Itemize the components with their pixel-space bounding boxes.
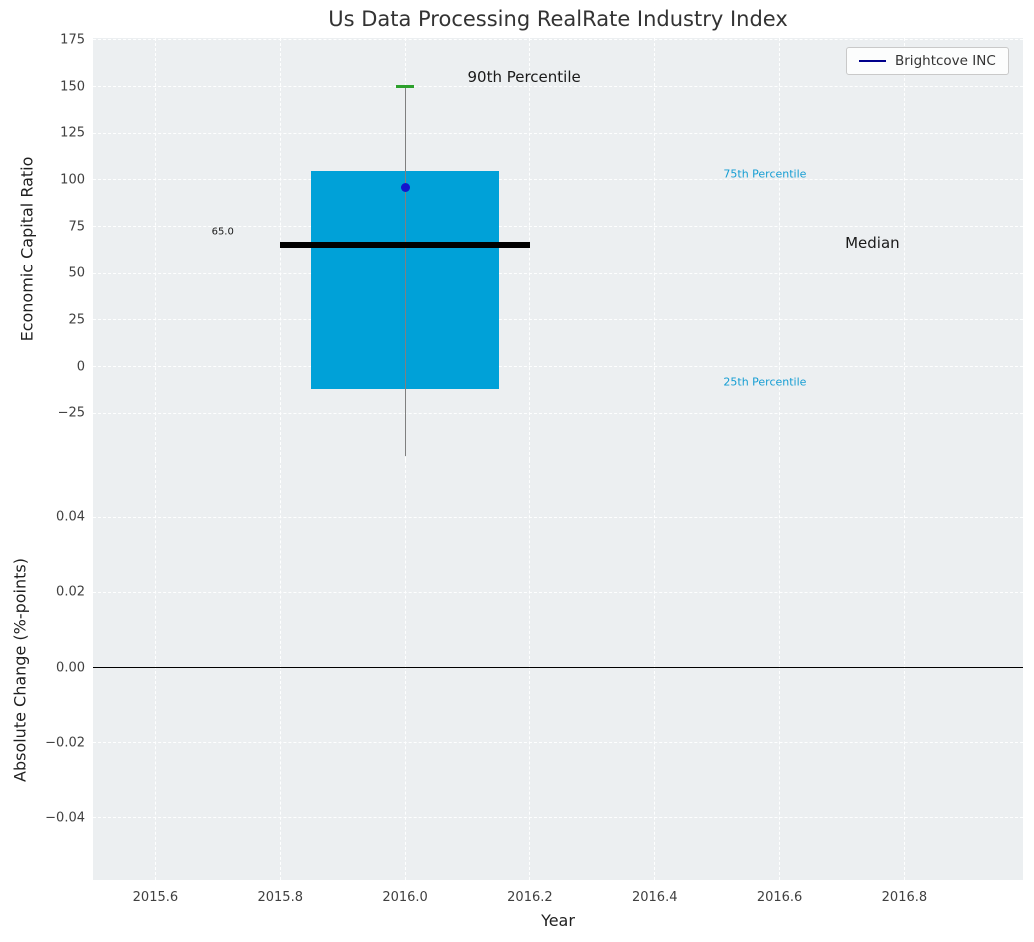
h-gridline xyxy=(93,319,1023,321)
v-gridline xyxy=(779,38,781,460)
v-gridline xyxy=(404,460,406,880)
x-tick-label: 2016.4 xyxy=(631,890,678,905)
h-gridline xyxy=(93,226,1023,228)
x-tick-label: 2015.6 xyxy=(132,890,179,905)
y-tick-label: 50 xyxy=(68,265,85,281)
y-tick-label: 125 xyxy=(60,125,85,141)
y-tick-label: 0 xyxy=(76,359,85,375)
h-gridline xyxy=(93,86,1023,88)
v-gridline xyxy=(279,38,281,460)
h-gridline xyxy=(93,817,1023,819)
y-axis-label-top: Economic Capital Ratio xyxy=(17,156,37,342)
x-tick-label: 2016.6 xyxy=(756,890,803,905)
v-gridline xyxy=(654,38,656,460)
y-tick-label: −25 xyxy=(57,405,85,421)
whisker-line xyxy=(404,86,406,457)
h-gridline xyxy=(93,366,1023,368)
v-gridline xyxy=(154,460,156,880)
y-tick-label: 25 xyxy=(68,312,85,328)
top-axes: 90th Percentile 75th Percentile Median 25th… xyxy=(93,38,1023,460)
legend-label: Brightcove INC xyxy=(895,53,996,69)
y-tick-label: 0.04 xyxy=(56,509,85,525)
v-gridline xyxy=(779,460,781,880)
v-gridline xyxy=(654,460,656,880)
annotation: 90th Percentile xyxy=(467,68,581,87)
v-gridline xyxy=(529,38,531,460)
v-gridline xyxy=(154,38,156,460)
h-gridline xyxy=(93,516,1023,518)
chart-title: Us Data Processing RealRate Industry Ind… xyxy=(328,7,788,31)
y-tick-label: 0.02 xyxy=(56,584,85,600)
y-tick-label: 75 xyxy=(68,219,85,235)
y-tick-label: 100 xyxy=(60,172,85,188)
h-gridline xyxy=(93,132,1023,134)
y-axis-label-bottom: Absolute Change (%-points) xyxy=(10,558,30,782)
p90-cap-line xyxy=(396,85,415,88)
y-tick-label: 0.00 xyxy=(56,660,85,676)
bottom-axes xyxy=(93,460,1023,880)
zero-line xyxy=(93,666,1023,669)
h-gridline xyxy=(93,39,1023,41)
v-gridline xyxy=(903,460,905,880)
median-line xyxy=(280,242,530,249)
y-tick-label: −0.02 xyxy=(45,735,85,751)
x-tick-label: 2016.8 xyxy=(881,890,928,905)
y-tick-label: −0.04 xyxy=(45,810,85,826)
x-tick-label: 2016.0 xyxy=(382,890,428,905)
h-gridline xyxy=(93,591,1023,593)
annotation: 25th Percentile xyxy=(723,375,807,389)
legend: Brightcove INC xyxy=(846,47,1009,75)
h-gridline xyxy=(93,272,1023,274)
company-data-point xyxy=(400,182,410,192)
h-gridline xyxy=(93,412,1023,414)
x-tick-label: 2015.8 xyxy=(257,890,303,905)
legend-line-swatch xyxy=(859,60,886,62)
annotation: Median xyxy=(845,234,900,253)
v-gridline xyxy=(903,38,905,460)
y-tick-label: 175 xyxy=(60,32,85,48)
v-gridline xyxy=(279,460,281,880)
annotation: 75th Percentile xyxy=(723,167,807,181)
v-gridline xyxy=(529,460,531,880)
annotation: 65.0 xyxy=(211,226,234,238)
x-axis-label: Year xyxy=(541,911,575,930)
h-gridline xyxy=(93,179,1023,181)
x-tick-label: 2016.2 xyxy=(507,890,553,905)
y-tick-label: 150 xyxy=(60,79,85,95)
h-gridline xyxy=(93,742,1023,744)
